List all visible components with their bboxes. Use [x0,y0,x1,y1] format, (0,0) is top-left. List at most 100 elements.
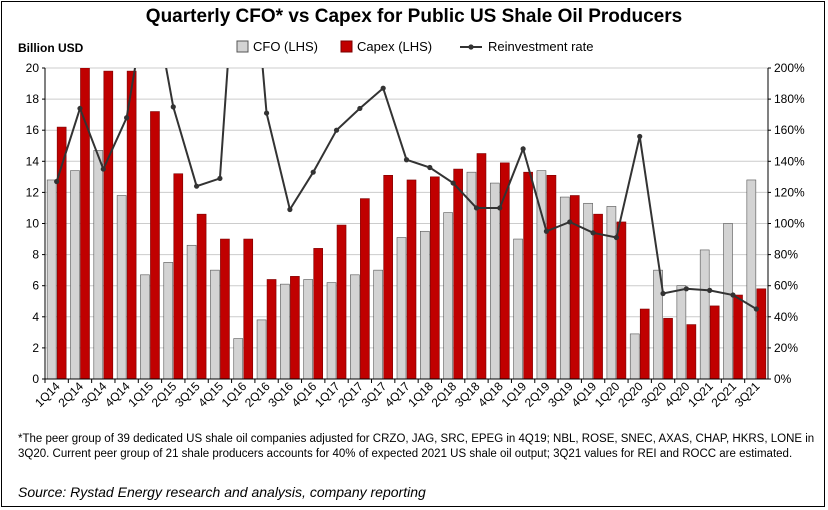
x-tick-label: 4Q16 [289,379,320,410]
x-tick-label: 3Q16 [265,379,296,410]
capex-bar [220,238,230,379]
reinvestment-point [77,105,83,112]
y-tick-label-left: 10 [26,217,40,231]
reinvestment-point [520,146,526,152]
x-tick-label: 4Q15 [195,379,226,410]
capex-bar [243,238,254,379]
cfo-bar [373,269,383,379]
y-tick-label-left: 12 [26,185,40,199]
cfo-bar [233,338,244,379]
y-tick-label-left: 18 [26,92,40,106]
x-tick-label: 2Q19 [522,379,553,410]
reinvestment-point [357,105,363,112]
x-tick-label: 2Q18 [429,379,460,410]
capex-bar [196,213,207,379]
reinvestment-point [124,115,130,121]
reinvestment-point [310,169,316,175]
capex-bar [406,179,417,379]
y-tick-label-left: 20 [26,61,40,75]
x-tick-label: 1Q20 [592,379,623,410]
capex-bar [686,324,697,379]
capex-bar [756,288,767,379]
bars [46,68,767,379]
capex-bar [126,70,137,379]
y-axis-unit-label: Billion USD [18,41,84,55]
reinvestment-point [660,290,666,297]
cfo-bar [466,171,477,379]
cfo-bar [629,333,640,379]
y-tick-label-left: 8 [32,248,39,262]
reinvestment-point [100,166,106,172]
y-tick-label-right: 60% [774,279,798,293]
capex-bar [383,174,393,379]
capex-bar [313,248,324,379]
capex-bar [173,173,184,379]
reinvestment-point [707,287,713,293]
capex-bar [523,171,533,379]
cfo-bar [513,238,523,379]
capex-bar [616,221,627,379]
x-tick-label: 2Q17 [335,379,366,410]
cfo-bar [46,179,57,379]
reinvestment-point [637,133,643,140]
reinvestment-point [170,104,176,110]
x-tick-label: 4Q20 [662,379,693,410]
x-tick-label: 3Q14 [79,379,110,410]
y-tick-label-left: 6 [32,279,39,293]
capex-bar [499,162,510,379]
cfo-bar [723,223,733,379]
x-tick-label: 2Q15 [149,379,180,410]
cfo-bar [559,196,570,379]
cfo-bar [606,206,617,379]
cfo-bar [326,282,337,379]
cfo-bar [443,212,453,379]
cfo-bar [536,170,547,379]
capex-bar [336,224,347,379]
x-tick-label: 1Q21 [685,379,716,410]
capex-bar [56,126,67,379]
cfo-bar [186,244,197,379]
x-tick-label: 2Q20 [615,379,646,410]
x-tick-label: 1Q18 [405,379,436,410]
capex-bar [290,276,300,379]
y-tick-label-left: 0 [32,372,39,386]
reinvestment-point [753,306,759,312]
cfo-bar [256,319,267,379]
x-tick-label: 3Q19 [545,379,576,410]
cfo-bar [396,237,407,379]
capex-bar [360,198,370,379]
x-tick-label: 4Q17 [382,379,413,410]
reinvestment-point [263,110,270,116]
legend-swatch-marker [468,44,474,50]
reinvestment-point [380,85,386,91]
legend-swatch-cfo [236,40,249,53]
cfo-bar [489,182,500,379]
capex-bar [639,308,650,379]
x-tick-label: 4Q14 [102,379,133,410]
source-note: Source: Rystad Energy research and analy… [18,484,426,500]
reinvestment-point [473,205,480,211]
cfo-bar [140,274,150,379]
legend-label-cfo: CFO (LHS) [253,39,318,54]
cfo-bar [163,262,174,379]
capex-bar [80,68,90,379]
cfo-bar [420,230,430,379]
y-tick-label-right: 160% [774,123,805,137]
legend-label-capex: Capex (LHS) [357,39,432,54]
capex-bar [709,305,720,379]
reinvestment-point [287,206,293,213]
legend-label-reinvestment: Reinvestment rate [488,39,594,54]
cfo-bar [676,285,687,379]
reinvestment-point [333,127,340,133]
x-tick-label: 4Q18 [475,379,506,410]
y-tick-label-right: 180% [774,92,805,106]
cfo-bar [699,249,710,379]
x-tick-label: 1Q16 [219,379,250,410]
capex-bar [476,153,487,379]
cfo-bar [583,202,593,379]
capex-bar [663,318,673,379]
cfo-bar [93,150,104,379]
y-tick-label-right: 120% [774,185,805,199]
capex-bar [593,213,603,379]
legend-swatch-capex [340,40,353,53]
